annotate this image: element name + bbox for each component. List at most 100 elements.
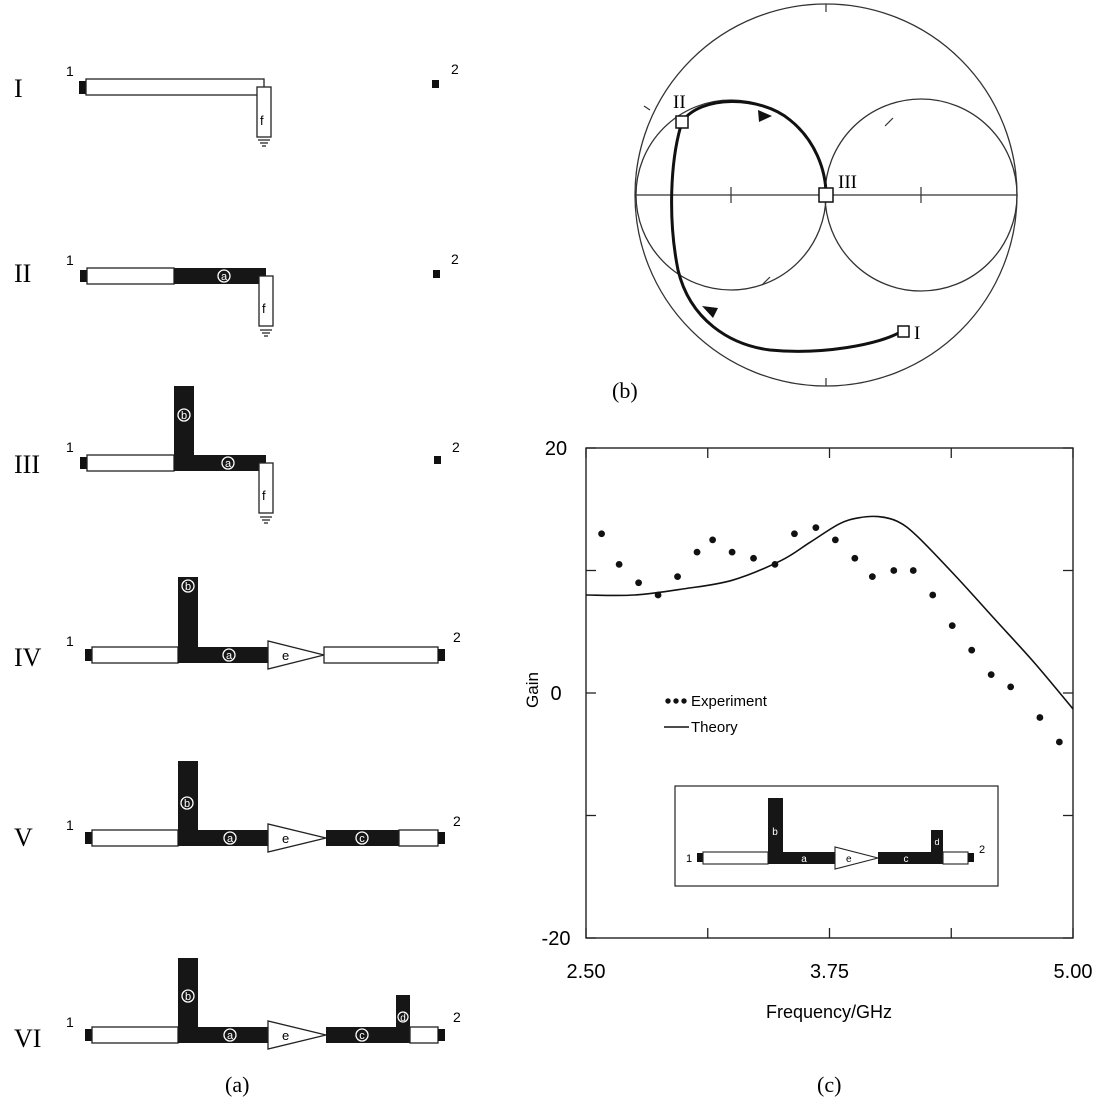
experiment-series-points (598, 524, 1063, 746)
inset-port-2-label: 2 (979, 844, 985, 856)
inset-port-1-label: 1 (686, 853, 692, 865)
x-axis-label: Frequency/GHz (766, 1002, 892, 1022)
inset-output-port (968, 853, 974, 862)
stage-ii-stub-f (258, 275, 274, 327)
inset-label-b: b (772, 827, 778, 838)
panel-b: II III I (b) (612, 3, 1018, 403)
legend: Experiment Theory (664, 693, 768, 736)
y-tick-label: 0 (550, 683, 561, 705)
legend-experiment-dot (673, 698, 679, 704)
stage-v: V 1 b a e c 2 (14, 761, 461, 853)
experiment-point (948, 622, 956, 630)
inset-frame (674, 785, 999, 887)
stage-iv-label-a: a (226, 650, 233, 662)
panel-a-label: (a) (225, 1072, 249, 1097)
stage-v-stub-b (178, 761, 198, 846)
panel-a: I 1 f 2 II 1 a f 2 III 1 (14, 61, 461, 1097)
y-tick-label: 20 (545, 438, 567, 460)
inset-amplifier-e (834, 846, 879, 870)
stage-vi-port-1-label: 1 (66, 1014, 74, 1030)
inset-stub-d (931, 830, 943, 852)
stage-v-port-2-label: 2 (453, 813, 461, 829)
theory-series-line (585, 515, 1074, 710)
stage-iv-label-ring-a (222, 648, 236, 662)
experiment-point (674, 573, 681, 581)
stage-iv: IV 1 b a e 2 (14, 577, 461, 672)
stage-v-output-port (438, 832, 445, 844)
experiment-point (1055, 738, 1063, 746)
stage-v-label-ring-c (355, 831, 369, 845)
experiment-point (709, 536, 717, 544)
stage-v-line-white-1 (91, 829, 179, 847)
smith-label-i: I (914, 323, 920, 344)
legend-experiment-dot (681, 698, 687, 704)
experiment-point (987, 671, 995, 679)
smith-marker-ii (675, 115, 689, 129)
x-tick-label: 5.00 (1054, 961, 1093, 983)
stage-v-label-e: e (282, 831, 289, 846)
smith-arrow-lower-icon (702, 306, 718, 318)
stage-ii-label-a: a (221, 271, 228, 283)
inset-line-c (878, 852, 943, 864)
stage-ii-port-2-label: 2 (451, 251, 459, 267)
stage-numeral-iii: III (14, 450, 40, 479)
experiment-point (831, 536, 839, 544)
experiment-point (909, 567, 917, 574)
experiment-point (791, 530, 798, 538)
stage-i-stub-f (256, 86, 272, 138)
experiment-point (635, 579, 642, 587)
stage-vi-line-white-2 (409, 1026, 439, 1044)
stage-iv-amplifier-e (267, 640, 325, 670)
stage-v-line-a (198, 830, 268, 846)
stage-iv-line-a (198, 647, 268, 663)
stage-numeral-iv: IV (14, 643, 42, 672)
experiment-point (654, 591, 662, 599)
smith-trajectory-ii-to-iii (680, 100, 828, 196)
stage-ii: II 1 a f 2 (14, 251, 459, 337)
smith-marker-i (897, 325, 910, 338)
smith-label-ii: II (673, 92, 686, 113)
panel-c-label: (c) (817, 1072, 841, 1097)
stage-i-port-1-label: 1 (66, 63, 74, 79)
legend-experiment-label: Experiment (691, 693, 768, 710)
inset-label-e: e (846, 854, 852, 865)
stage-iii-ground-icon (260, 516, 272, 524)
stage-v-amplifier-e (267, 823, 327, 853)
stage-ii-port-1-label: 1 (66, 252, 74, 268)
stage-iii-port-2-label: 2 (452, 439, 460, 455)
experiment-point (851, 554, 859, 562)
stage-iv-label-e: e (282, 648, 289, 663)
x-tick-label: 2.50 (567, 961, 606, 983)
stage-vi-input-port (85, 1029, 92, 1041)
stage-vi-line-white-1 (91, 1026, 179, 1044)
stage-numeral-i: I (14, 74, 23, 103)
smith-arrow-upper-icon (758, 110, 772, 122)
experiment-point (812, 524, 820, 532)
smith-label-iii: III (838, 172, 857, 193)
stage-ii-input-port (80, 270, 87, 282)
stage-vi-label-c: c (359, 1030, 365, 1042)
y-tick-label: -20 (542, 928, 571, 950)
stage-iii-output-port (434, 456, 441, 464)
stage-i-label-f: f (260, 113, 264, 128)
stage-iii-line-white (86, 454, 175, 472)
tick-labels: 2.50 3.75 5.00 20 0 -20 (542, 438, 1093, 983)
inset-label-d: d (934, 837, 939, 847)
stage-ii-label-f: f (262, 301, 266, 316)
stage-iv-label-ring-b (181, 579, 195, 593)
smith-chart-ticks (730, 4, 922, 386)
experiment-point (890, 567, 898, 574)
stage-vi-label-ring-a (223, 1028, 237, 1042)
stage-ii-line-white (86, 267, 175, 285)
stage-i-line-white (85, 78, 265, 96)
stage-numeral-vi: VI (14, 1024, 41, 1053)
stage-v-label-b: b (184, 798, 190, 810)
stage-iii-stub-f (258, 462, 274, 514)
panel-b-label: (b) (612, 378, 638, 403)
stage-ii-output-port (433, 270, 440, 278)
stage-vi-label-a: a (227, 1030, 234, 1042)
inset-line-white-1 (702, 851, 769, 865)
stage-vi-label-ring-c (355, 1028, 369, 1042)
stage-vi-label-e: e (282, 1028, 289, 1043)
